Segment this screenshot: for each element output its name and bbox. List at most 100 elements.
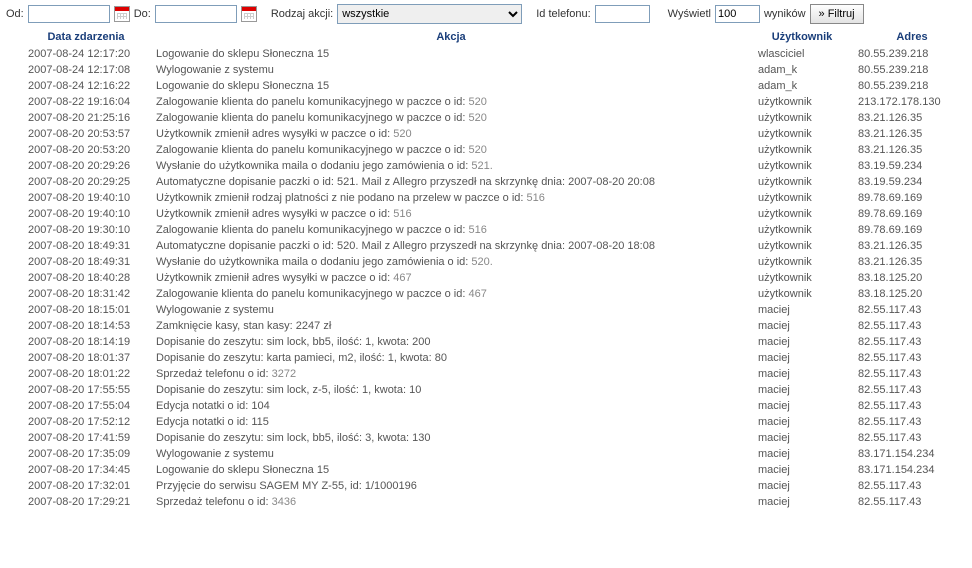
cell-addr: 83.21.126.35 — [852, 126, 972, 142]
cell-action: Zalogowanie klienta do panelu komunikacy… — [150, 142, 752, 158]
table-row: 2007-08-24 12:17:08Wylogowanie z systemu… — [0, 62, 972, 78]
cell-action: Sprzedaż telefonu o id: 3272 — [150, 366, 752, 382]
cell-action: Dopisanie do zeszytu: sim lock, z-5, ilo… — [150, 382, 752, 398]
cell-date: 2007-08-20 17:41:59 — [0, 430, 150, 446]
cell-addr: 82.55.117.43 — [852, 478, 972, 494]
cell-user: użytkownik — [752, 238, 852, 254]
cell-date: 2007-08-20 18:49:31 — [0, 238, 150, 254]
table-row: 2007-08-20 18:15:01Wylogowanie z systemu… — [0, 302, 972, 318]
table-row: 2007-08-20 19:30:10Zalogowanie klienta d… — [0, 222, 972, 238]
cell-action: Dopisanie do zeszytu: sim lock, bb5, ilo… — [150, 430, 752, 446]
cell-action: Wysłanie do użytkownika maila o dodaniu … — [150, 254, 752, 270]
cell-addr: 82.55.117.43 — [852, 318, 972, 334]
cell-action: Wylogowanie z systemu — [150, 446, 752, 462]
table-row: 2007-08-20 20:53:57Użytkownik zmienił ad… — [0, 126, 972, 142]
table-row: 2007-08-20 17:41:59Dopisanie do zeszytu:… — [0, 430, 972, 446]
col-user-header[interactable]: Użytkownik — [752, 28, 852, 46]
cell-date: 2007-08-20 20:29:25 — [0, 174, 150, 190]
table-row: 2007-08-20 20:53:20Zalogowanie klienta d… — [0, 142, 972, 158]
cell-action: Użytkownik zmienił rodzaj platności z ni… — [150, 190, 752, 206]
cell-user: użytkownik — [752, 270, 852, 286]
id-number: 520 — [468, 96, 486, 108]
cell-action: Wylogowanie z systemu — [150, 302, 752, 318]
id-number: 3272 — [272, 368, 296, 380]
cell-date: 2007-08-20 18:01:22 — [0, 366, 150, 382]
cell-user: użytkownik — [752, 222, 852, 238]
cell-user: maciej — [752, 430, 852, 446]
cell-addr: 83.171.154.234 — [852, 446, 972, 462]
cell-action: Zamknięcie kasy, stan kasy: 2247 zł — [150, 318, 752, 334]
table-row: 2007-08-22 19:16:04Zalogowanie klienta d… — [0, 94, 972, 110]
table-row: 2007-08-20 17:34:45Logowanie do sklepu S… — [0, 462, 972, 478]
do-input[interactable] — [155, 5, 237, 23]
col-action-header[interactable]: Akcja — [150, 28, 752, 46]
cell-addr: 82.55.117.43 — [852, 350, 972, 366]
cell-date: 2007-08-20 19:30:10 — [0, 222, 150, 238]
table-row: 2007-08-24 12:16:22Logowanie do sklepu S… — [0, 78, 972, 94]
cell-action: Zalogowanie klienta do panelu komunikacy… — [150, 286, 752, 302]
cell-user: maciej — [752, 334, 852, 350]
col-addr-header[interactable]: Adres — [852, 28, 972, 46]
table-row: 2007-08-20 20:29:25Automatyczne dopisani… — [0, 174, 972, 190]
cell-addr: 83.18.125.20 — [852, 286, 972, 302]
cell-action: Automatyczne dopisanie paczki o id: 521.… — [150, 174, 752, 190]
rodzaj-select[interactable]: wszystkie — [337, 4, 522, 24]
table-row: 2007-08-20 17:35:09Wylogowanie z systemu… — [0, 446, 972, 462]
rodzaj-label: Rodzaj akcji: — [271, 8, 333, 20]
cell-addr: 83.21.126.35 — [852, 110, 972, 126]
cell-addr: 80.55.239.218 — [852, 78, 972, 94]
id-number: 520 — [468, 112, 486, 124]
id-number: 467 — [393, 272, 411, 284]
cell-action: Zalogowanie klienta do panelu komunikacy… — [150, 110, 752, 126]
cell-date: 2007-08-20 17:55:04 — [0, 398, 150, 414]
cell-addr: 83.19.59.234 — [852, 174, 972, 190]
cell-addr: 89.78.69.169 — [852, 190, 972, 206]
cell-addr: 82.55.117.43 — [852, 494, 972, 510]
count-input[interactable] — [715, 5, 760, 23]
cell-action: Użytkownik zmienił adres wysyłki w paczc… — [150, 206, 752, 222]
id-tel-input[interactable] — [595, 5, 650, 23]
wyswietl-label: Wyświetl — [668, 8, 711, 20]
filter-button[interactable]: » Filtruj — [810, 4, 864, 24]
cell-user: adam_k — [752, 62, 852, 78]
id-number: 467 — [468, 288, 486, 300]
cell-action: Użytkownik zmienił adres wysyłki w paczc… — [150, 126, 752, 142]
wynikow-label: wyników — [764, 8, 806, 20]
cell-action: Przyjęcie do serwisu SAGEM MY Z-55, id: … — [150, 478, 752, 494]
id-number: 516 — [393, 208, 411, 220]
cell-date: 2007-08-24 12:17:08 — [0, 62, 150, 78]
cell-date: 2007-08-20 18:15:01 — [0, 302, 150, 318]
cell-addr: 82.55.117.43 — [852, 414, 972, 430]
cell-addr: 83.21.126.35 — [852, 142, 972, 158]
cell-addr: 83.171.154.234 — [852, 462, 972, 478]
cell-date: 2007-08-20 17:32:01 — [0, 478, 150, 494]
cell-user: maciej — [752, 382, 852, 398]
cell-user: użytkownik — [752, 254, 852, 270]
cell-user: maciej — [752, 350, 852, 366]
cell-date: 2007-08-20 17:52:12 — [0, 414, 150, 430]
cell-action: Wylogowanie z systemu — [150, 62, 752, 78]
cell-user: maciej — [752, 318, 852, 334]
calendar-icon[interactable] — [114, 6, 130, 22]
cell-addr: 89.78.69.169 — [852, 206, 972, 222]
od-input[interactable] — [28, 5, 110, 23]
calendar-icon[interactable] — [241, 6, 257, 22]
cell-addr: 213.172.178.130 — [852, 94, 972, 110]
cell-user: maciej — [752, 446, 852, 462]
cell-user: maciej — [752, 494, 852, 510]
id-number: 520. — [471, 256, 492, 268]
id-number: 520 — [393, 128, 411, 140]
cell-addr: 82.55.117.43 — [852, 430, 972, 446]
table-row: 2007-08-20 20:29:26Wysłanie do użytkowni… — [0, 158, 972, 174]
id-tel-label: Id telefonu: — [536, 8, 590, 20]
cell-action: Automatyczne dopisanie paczki o id: 520.… — [150, 238, 752, 254]
cell-action: Logowanie do sklepu Słoneczna 15 — [150, 78, 752, 94]
cell-date: 2007-08-22 19:16:04 — [0, 94, 150, 110]
cell-date: 2007-08-20 18:14:53 — [0, 318, 150, 334]
col-date-header[interactable]: Data zdarzenia — [0, 28, 150, 46]
table-row: 2007-08-20 21:25:16Zalogowanie klienta d… — [0, 110, 972, 126]
table-row: 2007-08-20 17:52:12Edycja notatki o id: … — [0, 414, 972, 430]
cell-user: maciej — [752, 302, 852, 318]
cell-action: Dopisanie do zeszytu: karta pamieci, m2,… — [150, 350, 752, 366]
cell-date: 2007-08-20 18:14:19 — [0, 334, 150, 350]
